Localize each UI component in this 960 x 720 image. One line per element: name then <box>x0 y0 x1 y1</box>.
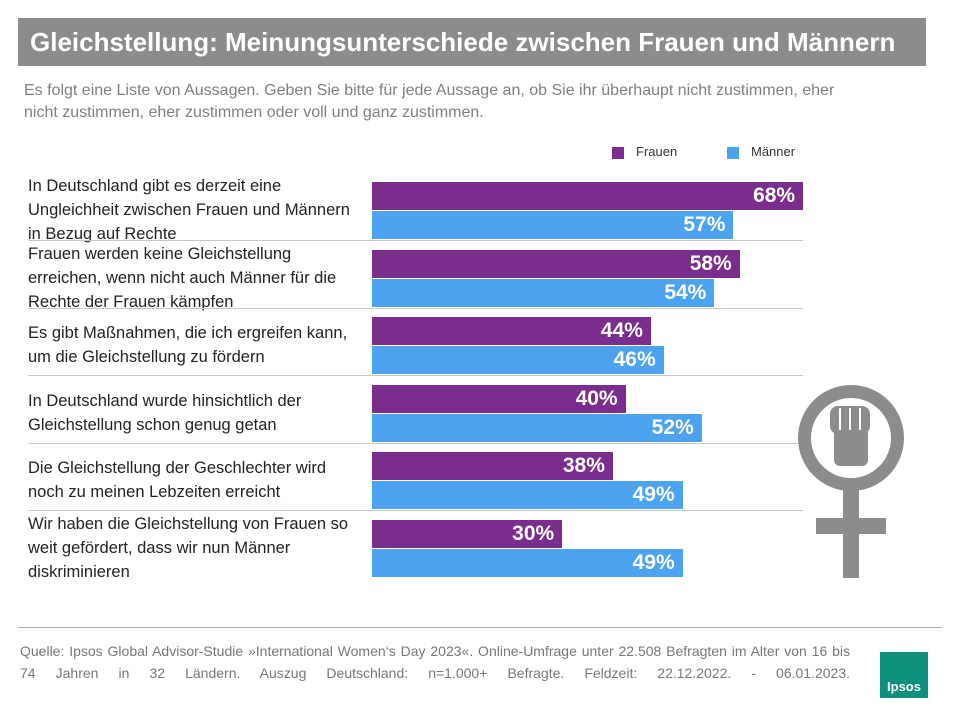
value-label: 68% <box>753 184 796 207</box>
bar: 44% <box>372 317 651 346</box>
value-label: 52% <box>651 415 694 439</box>
bar: 58% <box>372 249 740 278</box>
value-label: 57% <box>683 213 726 236</box>
category-label: Frauen werden keine Gleichstellung errei… <box>28 244 337 311</box>
category-label: Wir haben die Gleichstellung von Frauen … <box>28 515 349 581</box>
bar: 68% <box>372 182 804 210</box>
value-label: 46% <box>613 348 656 372</box>
separator <box>28 240 803 241</box>
footer-rule <box>18 627 942 628</box>
category-label: Die Gleichstellung der Geschlechter wird… <box>28 459 327 502</box>
legend-label: Männer <box>751 144 796 159</box>
value-label: 38% <box>562 454 605 478</box>
category-label: In Deutschland wurde hinsichtlich der Gl… <box>28 391 302 434</box>
bar: 30% <box>372 520 563 548</box>
separator <box>28 442 803 444</box>
value-label: 44% <box>600 319 643 343</box>
value-label: 54% <box>664 280 707 304</box>
value-label: 49% <box>632 551 675 574</box>
category-label: In Deutschland gibt es derzeit eine Ungl… <box>28 177 350 243</box>
chart-subtitle: Es folgt eine Liste von Aussagen. Geben … <box>24 82 835 121</box>
legend-swatch <box>727 147 739 159</box>
legend-swatch <box>612 147 624 159</box>
chart-title: Gleichstellung: Meinungsunterschiede zwi… <box>18 18 926 66</box>
bar: 40% <box>372 384 626 413</box>
bar: 49% <box>372 481 683 510</box>
value-label: 30% <box>512 522 555 545</box>
legend-label: Frauen <box>636 144 678 159</box>
female-fist-icon <box>798 385 904 578</box>
value-label: 49% <box>632 483 675 507</box>
separator <box>28 307 803 309</box>
bar: 49% <box>372 549 683 577</box>
bar: 52% <box>372 413 702 442</box>
value-label: 58% <box>689 251 732 275</box>
bar: 57% <box>372 211 734 239</box>
bar: 54% <box>372 278 715 307</box>
source-note: Quelle: Ipsos Global Advisor-Studie »Int… <box>20 643 850 681</box>
separator <box>28 510 803 512</box>
value-label: 40% <box>575 386 618 410</box>
bar: 38% <box>372 452 613 481</box>
logo: Ipsos <box>880 652 928 698</box>
separator <box>28 375 803 377</box>
category-label: Es gibt Maßnahmen, die ich ergreifen kan… <box>28 324 348 367</box>
bar: 46% <box>372 346 664 375</box>
